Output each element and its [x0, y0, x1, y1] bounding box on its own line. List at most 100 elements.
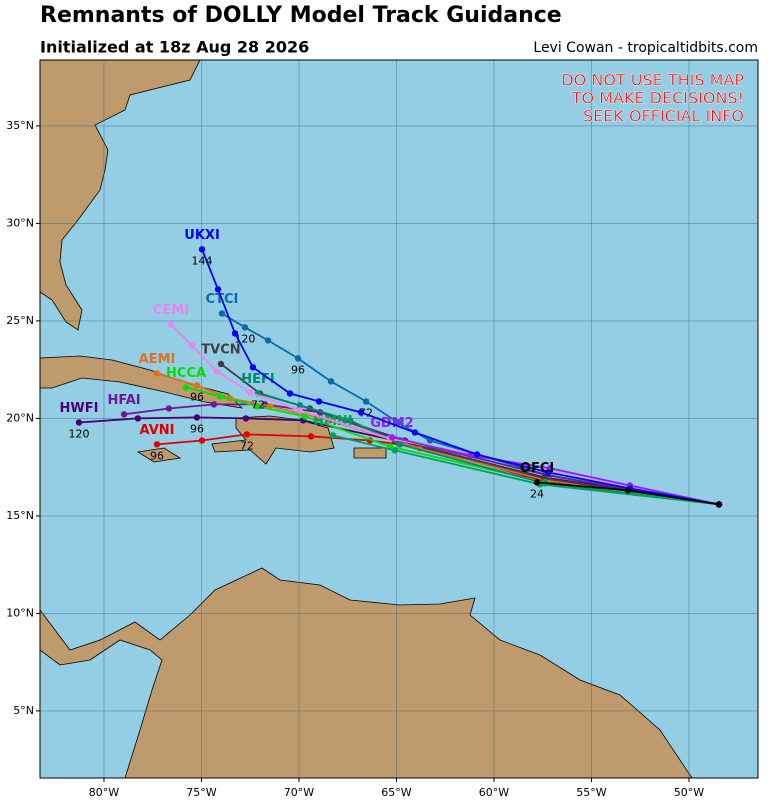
map-frame	[39, 59, 759, 779]
track-point	[246, 389, 254, 396]
lon-tick-label: 75°W	[186, 786, 216, 799]
lon-tick-label: 65°W	[381, 786, 411, 799]
track-point	[153, 441, 161, 448]
track-point	[253, 403, 261, 410]
track-point	[75, 419, 83, 426]
lon-tick-label: 70°W	[284, 786, 314, 799]
warning: DO NOT USE THIS MAP TO MAKE DECISIONS! S…	[561, 70, 744, 126]
track-point	[214, 286, 222, 293]
model-name-label: HEFI	[241, 372, 274, 387]
model-name-label: UKXI	[184, 228, 220, 243]
lat-tick-label: 25°N	[6, 314, 34, 327]
land	[40, 60, 693, 778]
forecast-hour-label: 72	[251, 398, 265, 411]
north-america	[40, 60, 201, 331]
track-point	[388, 434, 396, 441]
lat-tick-label: 10°N	[6, 606, 34, 619]
lat-tick-label: 15°N	[6, 509, 34, 522]
track-point	[396, 441, 404, 448]
warning-line: DO NOT USE THIS MAP	[561, 71, 744, 90]
track-point	[216, 393, 224, 400]
track-point	[241, 324, 249, 331]
track-point	[533, 479, 541, 486]
track-point	[167, 321, 175, 328]
track-point	[153, 370, 161, 377]
track-point	[394, 419, 402, 426]
forecast-hour-label: 96	[150, 449, 164, 462]
track-point	[134, 415, 142, 422]
track-point	[193, 382, 201, 389]
puerto-rico	[353, 447, 387, 459]
track-point	[264, 337, 272, 344]
lat-tick-label: 30°N	[6, 216, 34, 229]
track-point	[357, 409, 365, 416]
track-point	[346, 417, 354, 424]
lon-tick-label: 50°W	[674, 786, 704, 799]
track-point	[198, 246, 206, 253]
track-point	[217, 360, 225, 368]
lat-tick-label: 35°N	[6, 119, 34, 132]
warning-line: TO MAKE DECISIONS!	[571, 89, 744, 108]
track-point	[411, 429, 419, 436]
track-point	[544, 469, 552, 476]
track-point	[301, 413, 309, 420]
track-point	[218, 310, 226, 317]
forecast-hour-label: 96	[291, 363, 305, 376]
track-point	[188, 342, 196, 349]
track-point	[198, 437, 206, 444]
track-point	[242, 415, 250, 422]
track-point	[120, 411, 128, 418]
warning-line: SEEK OFFICIAL INFO	[583, 107, 744, 126]
track-point	[213, 368, 221, 375]
track-point	[296, 402, 304, 409]
south-america	[40, 567, 693, 778]
model-name-label: HCCA	[166, 366, 206, 381]
track-point	[315, 398, 323, 405]
track-line	[220, 363, 720, 506]
lon-tick-label: 80°W	[89, 786, 119, 799]
credit: Levi Cowan - tropicaltidbits.com	[533, 40, 758, 56]
track-point	[296, 407, 304, 414]
track-point	[715, 501, 723, 508]
track-line	[332, 434, 720, 506]
model-name-label: HWFI	[60, 401, 99, 416]
lon-tick-label: 55°W	[576, 786, 606, 799]
model-name-label: AEMI	[139, 352, 176, 367]
title: Remnants of DOLLY Model Track Guidance	[40, 3, 562, 28]
track-point	[210, 401, 218, 408]
track-point	[362, 398, 370, 405]
track-line	[257, 392, 720, 506]
forecast-hour-label: 96	[190, 390, 204, 403]
track-point	[165, 405, 173, 412]
track-point	[249, 364, 257, 371]
track-point	[294, 355, 302, 362]
forecast-hour-label: 72	[240, 439, 254, 452]
track-point	[307, 433, 315, 440]
lon-tick-label: 60°W	[479, 786, 509, 799]
model-name-label: TVCN	[201, 343, 240, 358]
track-line	[201, 248, 720, 506]
track-point	[327, 378, 335, 385]
track-point	[624, 487, 632, 494]
track-point	[473, 451, 481, 458]
model-name-label: HFAI	[107, 393, 140, 408]
track-point	[243, 431, 251, 438]
forecast-hour-label: 24	[530, 487, 544, 500]
lat-tick-label: 20°N	[6, 411, 34, 424]
forecast-hour-label: 144	[192, 254, 213, 267]
lat-tick-label: 5°N	[13, 704, 34, 717]
track-point	[466, 452, 474, 459]
track-point	[286, 390, 294, 397]
track-point	[329, 432, 337, 439]
model-name-label: CEMI	[153, 303, 189, 318]
jamaica	[136, 447, 182, 463]
track-point	[391, 447, 399, 454]
subtitle: Initialized at 18z Aug 28 2026	[40, 38, 309, 57]
track-point	[231, 330, 239, 337]
forecast-hour-label: 120	[69, 428, 90, 441]
forecast-hour-label: 96	[190, 422, 204, 435]
model-name-label: OFCI	[520, 461, 554, 476]
track-point	[193, 414, 201, 421]
